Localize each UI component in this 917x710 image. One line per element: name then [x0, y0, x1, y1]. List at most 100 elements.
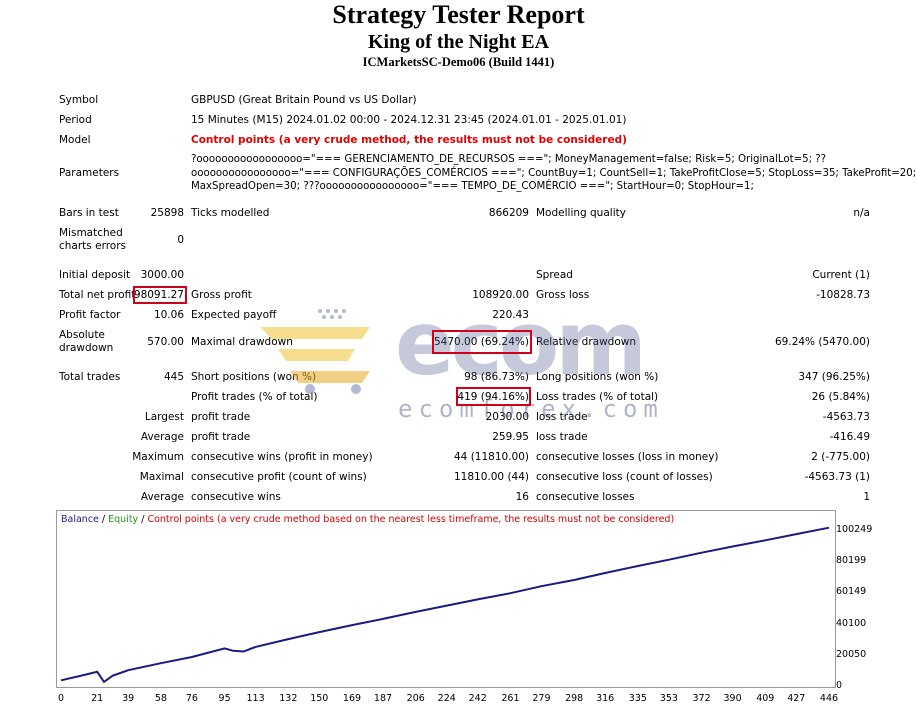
x-tick-label: 39: [122, 693, 135, 704]
legend-balance: Balance: [61, 514, 99, 525]
average-profit-value: 259.95: [492, 431, 529, 443]
y-tick-label: 20050: [836, 648, 867, 660]
maximal-cons-loss-value: -4563.73 (1): [804, 471, 870, 483]
average-loss-label: loss trade: [536, 431, 588, 443]
total-net-profit-value: 98091.27: [133, 289, 184, 301]
max-cons-wins-value: 44 (11810.00): [454, 451, 529, 463]
x-tick-label: 95: [218, 693, 231, 704]
legend-separator: /: [98, 514, 109, 525]
x-tick-label: 298: [565, 693, 584, 704]
x-tick-label: 372: [692, 693, 711, 704]
x-tick-label: 21: [91, 693, 104, 704]
short-positions-label: Short positions (won %): [191, 371, 317, 383]
average-cons-label: Average: [140, 491, 184, 503]
gross-profit-label: Gross profit: [191, 289, 252, 301]
x-tick-label: 261: [501, 693, 520, 704]
average-label: Average: [140, 431, 184, 443]
absolute-drawdown-value: 570.00: [147, 336, 184, 348]
y-tick-label: 80199: [836, 555, 867, 567]
gross-profit-value: 108920.00: [472, 289, 529, 301]
largest-profit-label: profit trade: [191, 411, 251, 423]
report-title: Strategy Tester Report: [332, 0, 585, 29]
legend-control-points: Control points (a very crude method base…: [147, 514, 675, 525]
profit-trades-label: Profit trades (% of total): [191, 391, 318, 403]
profit-factor-value: 10.06: [153, 309, 184, 321]
modelling-quality-label: Modelling quality: [536, 207, 626, 219]
avg-cons-losses-label: consecutive losses: [536, 491, 635, 503]
bars-in-test-label: Bars in test: [59, 207, 119, 219]
x-tick-label: 353: [659, 693, 678, 704]
initial-deposit-label: Initial deposit: [59, 269, 131, 281]
server-name: ICMarketsSC-Demo06 (Build 1441): [362, 55, 555, 69]
total-trades-value: 445: [163, 371, 184, 383]
balance-chart: [56, 510, 836, 688]
largest-label: Largest: [144, 411, 184, 423]
loss-trades-value: 26 (5.84%): [811, 391, 870, 403]
x-tick-label: 316: [596, 693, 615, 704]
maximal-cons-profit-label: consecutive profit (count of wins): [191, 471, 367, 483]
average-profit-label: profit trade: [191, 431, 251, 443]
ea-name: King of the Night EA: [367, 31, 550, 53]
total-trades-label: Total trades: [59, 371, 121, 383]
parameters-line: ?ooooooooooooooooo="=== GERENCIAMENTO_DE…: [191, 154, 827, 165]
maximum-label: Maximum: [132, 451, 184, 463]
x-tick-label: 242: [468, 693, 487, 704]
x-tick-label: 390: [723, 693, 742, 704]
spread-value: Current (1): [812, 269, 870, 281]
x-tick-label: 335: [628, 693, 647, 704]
expected-payoff-value: 220.43: [492, 309, 529, 321]
x-tick-label: 58: [154, 693, 167, 704]
largest-profit-value: 2030.00: [485, 411, 529, 423]
symbol-label: Symbol: [59, 94, 99, 106]
avg-cons-wins-label: consecutive wins: [191, 491, 281, 503]
x-tick-label: 113: [246, 693, 265, 704]
x-tick-label: 206: [406, 693, 425, 704]
absolute-drawdown-label-2: drawdown: [59, 342, 114, 354]
avg-cons-losses-value: 1: [863, 491, 870, 503]
mismatched-value: 0: [177, 234, 184, 246]
modelling-quality-value: n/a: [853, 207, 870, 219]
chart-legend: Balance / Equity / Control points (a ver…: [61, 514, 674, 526]
avg-cons-wins-value: 16: [515, 491, 529, 503]
period-label: Period: [59, 114, 92, 126]
x-tick-label: 409: [756, 693, 775, 704]
y-tick-label: 0: [836, 680, 843, 691]
largest-loss-value: -4563.73: [822, 411, 870, 423]
x-tick-label: 132: [279, 693, 298, 704]
y-tick-label: 100249: [836, 524, 873, 535]
short-positions-value: 98 (86.73%): [464, 371, 529, 383]
model-label: Model: [59, 134, 91, 146]
x-tick-label: 187: [373, 693, 393, 704]
largest-loss-label: loss trade: [536, 411, 588, 423]
max-cons-wins-label: consecutive wins (profit in money): [191, 451, 373, 463]
total-net-profit-label: Total net profit: [59, 289, 136, 301]
x-tick-label: 76: [185, 693, 198, 704]
expected-payoff-label: Expected payoff: [191, 309, 277, 321]
parameters-label: Parameters: [59, 167, 120, 179]
maximal-drawdown-label: Maximal drawdown: [191, 336, 293, 348]
x-tick-label: 169: [342, 693, 362, 704]
relative-drawdown-label: Relative drawdown: [536, 336, 637, 348]
ticks-modelled-label: Ticks modelled: [191, 207, 270, 219]
spread-label: Spread: [536, 269, 573, 281]
y-tick-label: 40100: [836, 617, 867, 629]
maximal-cons-loss-label: consecutive loss (count of losses): [536, 471, 713, 483]
average-loss-value: -416.49: [829, 431, 870, 443]
parameters-line: MaxSpreadOpen=30; ???oooooooooooooooo="=…: [191, 181, 754, 192]
profit-factor-label: Profit factor: [59, 309, 121, 321]
max-cons-losses-label: consecutive losses (loss in money): [536, 451, 719, 463]
mismatched-label-2: charts errors: [59, 240, 126, 252]
profit-trades-value: 419 (94.16%): [457, 391, 529, 403]
maximal-drawdown-value: 5470.00 (69.24%): [434, 336, 529, 348]
gross-loss-label: Gross loss: [536, 289, 590, 301]
long-positions-value: 347 (96.25%): [798, 371, 870, 383]
ticks-modelled-value: 866209: [488, 207, 529, 219]
max-cons-losses-value: 2 (-775.00): [811, 451, 870, 463]
legend-equity: Equity: [108, 514, 139, 525]
x-tick-label: 446: [819, 693, 839, 704]
model-value: Control points (a very crude method, the…: [191, 134, 627, 146]
symbol-value: GBPUSD (Great Britain Pound vs US Dollar…: [191, 94, 417, 106]
relative-drawdown-value: 69.24% (5470.00): [775, 336, 870, 348]
loss-trades-label: Loss trades (% of total): [536, 391, 659, 403]
maximal-label: Maximal: [139, 471, 184, 483]
